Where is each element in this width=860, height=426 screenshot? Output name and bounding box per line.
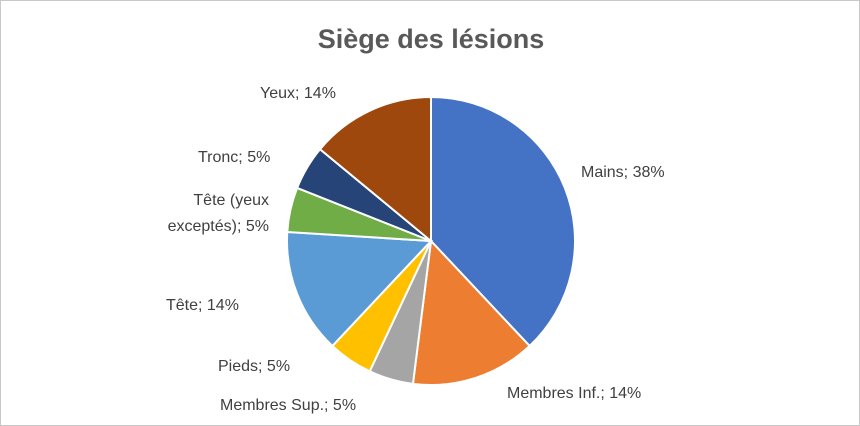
- data-label: Mains; 38%: [581, 164, 665, 181]
- pie-slice: [286, 230, 434, 348]
- data-label: Pieds; 5%: [218, 358, 291, 375]
- data-label: Tête; 14%: [166, 297, 239, 314]
- data-label: Membres Inf.; 14%: [507, 385, 642, 402]
- pie-slice: [430, 95, 576, 348]
- data-label: Yeux; 14%: [260, 85, 336, 102]
- data-label: Tronc; 5%: [198, 149, 271, 166]
- chart-title: Siège des lésions: [318, 24, 545, 54]
- pie-slice: [318, 95, 432, 244]
- data-label: Tête (yeux exceptés); 5%: [167, 192, 269, 235]
- data-label: Membres Sup.; 5%: [220, 397, 357, 414]
- pie-slice: [411, 238, 531, 386]
